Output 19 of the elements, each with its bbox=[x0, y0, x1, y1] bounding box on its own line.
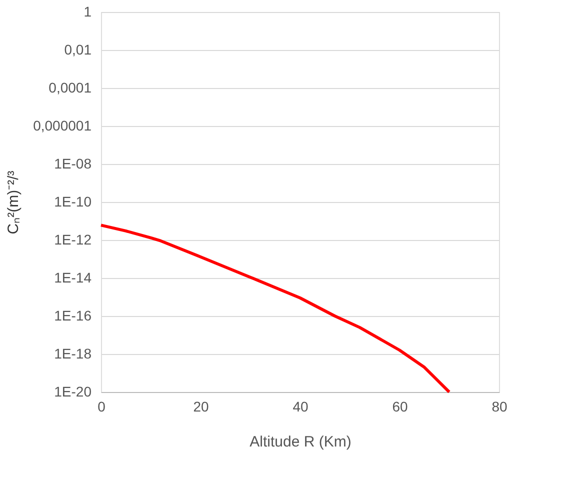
y-tick-label: 0,01 bbox=[64, 42, 92, 58]
line-series bbox=[100, 224, 451, 394]
y-tick-label: 1E-16 bbox=[54, 308, 92, 324]
y-tick-label: 1E-12 bbox=[54, 232, 92, 248]
y-tick-label: 1E-18 bbox=[54, 346, 92, 362]
y-tick-label: 1E-14 bbox=[54, 270, 92, 286]
y-tick-label: 1E-08 bbox=[54, 156, 92, 172]
x-axis-title: Altitude R (Km) bbox=[250, 434, 352, 450]
x-tick-label: 60 bbox=[392, 398, 408, 414]
x-tick-label: 80 bbox=[492, 398, 508, 414]
x-tick-label: 0 bbox=[98, 398, 106, 414]
y-tick-label: 0,0001 bbox=[48, 80, 92, 96]
y-tick-label: 1E-20 bbox=[54, 384, 92, 400]
y-axis-title: Cₙ²(m)⁻²/³ bbox=[5, 170, 22, 234]
y-tick-label: 0,000001 bbox=[33, 118, 92, 134]
y-tick-label: 1E-10 bbox=[54, 194, 92, 210]
x-tick-label: 40 bbox=[292, 398, 308, 414]
y-tick-label: 1 bbox=[84, 4, 92, 20]
x-tick-label: 20 bbox=[193, 398, 209, 414]
